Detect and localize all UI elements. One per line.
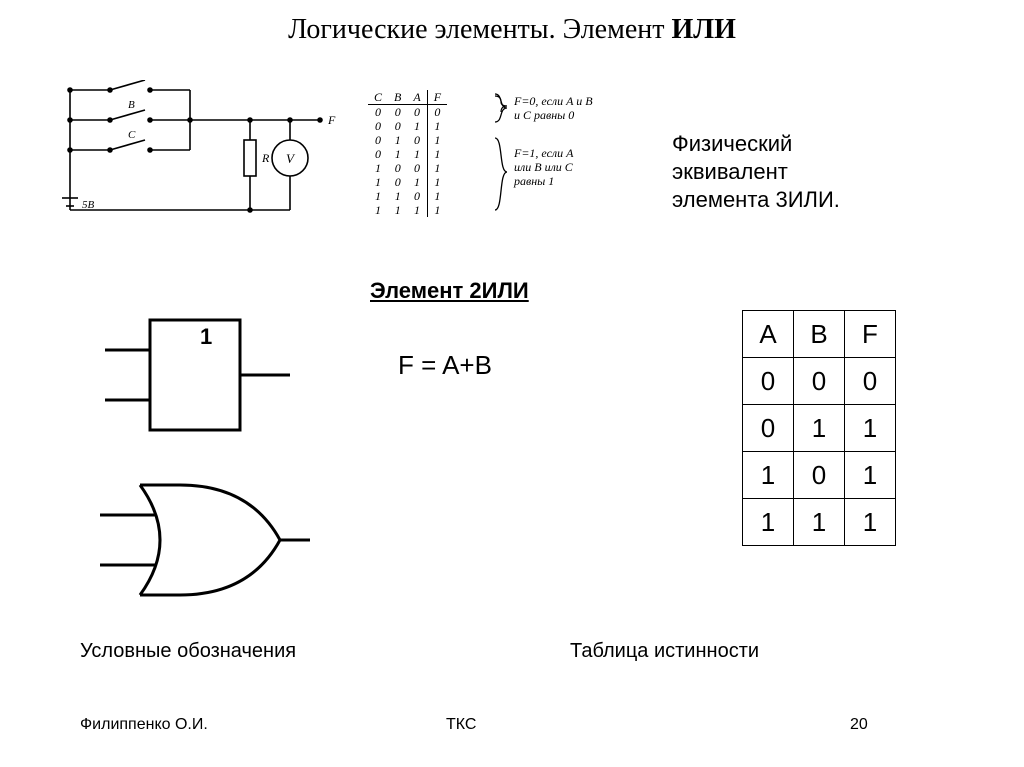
tt-cell: 0 <box>794 358 845 405</box>
st-cell: 1 <box>407 175 427 189</box>
tt-cell: 1 <box>794 499 845 546</box>
sth-f: F <box>427 90 447 105</box>
sth-b: B <box>388 90 407 105</box>
tt-cell: 0 <box>743 358 794 405</box>
tt-head-f: F <box>845 311 896 358</box>
title-prefix: Логические элементы. Элемент <box>288 14 671 45</box>
st-cell: 0 <box>407 105 427 120</box>
st-cell: 0 <box>368 119 388 133</box>
page: Логические элементы. Элемент ИЛИ 5В A <box>0 0 1024 767</box>
small-note-bottom: F=1, если A или B или C равны 1 <box>514 146 573 188</box>
sth-c: C <box>368 90 388 105</box>
st-cell: 0 <box>368 133 388 147</box>
st-cell: 0 <box>388 105 407 120</box>
st-cell: 1 <box>407 147 427 161</box>
tt-cell: 0 <box>743 405 794 452</box>
st-cell: 1 <box>427 147 447 161</box>
tt-head-a: A <box>743 311 794 358</box>
formula: F = A+B <box>398 350 492 381</box>
st-cell: 1 <box>427 175 447 189</box>
st-cell: 1 <box>388 189 407 203</box>
label-truth: Таблица истинности <box>570 640 759 663</box>
tt-cell: 1 <box>743 499 794 546</box>
small-truth-table: C B A F 0000 0011 0101 0111 1001 1011 11… <box>368 90 447 217</box>
svg-text:F: F <box>327 113 336 127</box>
svg-text:V: V <box>286 151 296 166</box>
st-cell: 1 <box>427 133 447 147</box>
page-title: Логические элементы. Элемент ИЛИ <box>0 14 1024 46</box>
svg-text:A: A <box>127 80 135 81</box>
tt-cell: 1 <box>743 452 794 499</box>
footer-course: ТКС <box>446 716 476 734</box>
footer-page: 20 <box>850 716 868 734</box>
label-symbols: Условные обозначения <box>80 640 296 663</box>
st-cell: 0 <box>407 161 427 175</box>
ansi-or-symbol <box>100 465 310 620</box>
tt-cell: 1 <box>794 405 845 452</box>
subheader: Элемент 2ИЛИ <box>370 278 529 304</box>
svg-text:B: B <box>128 99 135 111</box>
svg-text:C: C <box>128 129 136 141</box>
tt-cell: 0 <box>845 358 896 405</box>
truth-table: A B F 0 0 0 0 1 1 1 0 1 1 1 1 <box>742 310 896 546</box>
st-cell: 1 <box>407 203 427 217</box>
st-cell: 0 <box>388 175 407 189</box>
st-cell: 0 <box>407 189 427 203</box>
tt-cell: 1 <box>845 452 896 499</box>
gost-or-symbol: 1 <box>100 310 300 455</box>
circuit-diagram: 5В A B C <box>60 80 350 245</box>
st-cell: 1 <box>388 133 407 147</box>
st-cell: 1 <box>388 147 407 161</box>
st-cell: 1 <box>368 175 388 189</box>
st-cell: 1 <box>407 119 427 133</box>
small-note-top: F=0, если A и B и C равны 0 <box>514 94 593 122</box>
tt-cell: 1 <box>845 405 896 452</box>
st-cell: 0 <box>368 105 388 120</box>
st-cell: 0 <box>388 119 407 133</box>
sth-a: A <box>407 90 427 105</box>
st-cell: 1 <box>368 203 388 217</box>
svg-text:R: R <box>261 151 270 165</box>
brace-icon <box>493 90 513 220</box>
tt-head-b: B <box>794 311 845 358</box>
st-cell: 0 <box>388 161 407 175</box>
phys-note: Физический эквивалент элемента 3ИЛИ. <box>672 130 840 214</box>
st-cell: 0 <box>368 147 388 161</box>
gost-label: 1 <box>200 324 212 349</box>
st-cell: 1 <box>368 189 388 203</box>
st-cell: 1 <box>427 161 447 175</box>
st-cell: 1 <box>427 189 447 203</box>
st-cell: 0 <box>427 105 447 120</box>
st-cell: 1 <box>368 161 388 175</box>
st-cell: 0 <box>407 133 427 147</box>
st-cell: 1 <box>427 119 447 133</box>
title-bold: ИЛИ <box>671 14 735 45</box>
tt-cell: 1 <box>845 499 896 546</box>
st-cell: 1 <box>427 203 447 217</box>
st-cell: 1 <box>388 203 407 217</box>
footer-author: Филиппенко О.И. <box>80 716 208 734</box>
tt-cell: 0 <box>794 452 845 499</box>
